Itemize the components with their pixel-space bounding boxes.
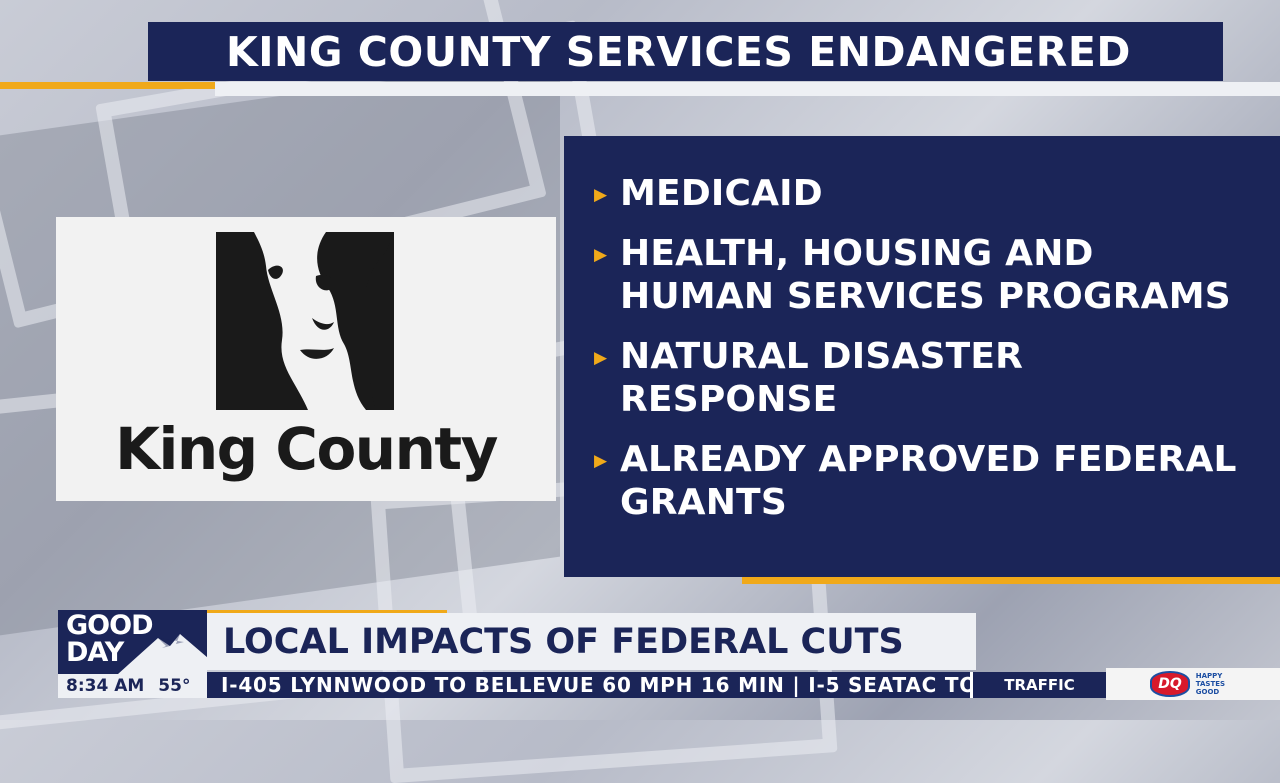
bullet-item-health-housing: ▶ HEALTH, HOUSING AND HUMAN SERVICES PRO… — [594, 232, 1240, 318]
bullet-text: ALREADY APPROVED FEDERAL GRANTS — [620, 439, 1237, 523]
page-title: KING COUNTY SERVICES ENDANGERED — [226, 27, 1131, 76]
bullet-arrow-icon: ▶ — [594, 451, 608, 471]
bullet-arrow-icon: ▶ — [594, 245, 608, 265]
bullet-item-medicaid: ▶ MEDICAID — [594, 172, 1240, 217]
king-county-logo-icon — [216, 232, 394, 410]
good-day-logo-text: GOOD DAY — [66, 610, 153, 668]
dq-logo-icon: DQ — [1150, 671, 1190, 697]
traffic-label-text: TRAFFIC — [1004, 676, 1075, 694]
good-day-logo-line1: GOOD — [66, 610, 153, 641]
bullet-item-disaster-response: ▶ NATURAL DISASTER RESPONSE — [594, 335, 1240, 421]
time-display: 8:34 AM — [66, 676, 145, 696]
panel-accent-gold — [742, 577, 1280, 584]
good-day-logo: GOOD DAY — [58, 610, 207, 674]
good-day-logo-line2: DAY — [66, 637, 124, 668]
time-temp-box: 8:34 AM 55° — [58, 674, 207, 698]
king-county-logo-text: King County — [115, 415, 498, 483]
bullet-text: HEALTH, HOUSING AND HUMAN SERVICES PROGR… — [620, 233, 1231, 317]
headline-text: LOCAL IMPACTS OF FEDERAL CUTS — [223, 621, 904, 662]
traffic-label: TRAFFIC — [970, 672, 1106, 698]
title-bar: KING COUNTY SERVICES ENDANGERED — [148, 22, 1223, 81]
title-accent-white — [215, 82, 1280, 96]
sponsor-tagline: HAPPY TASTES GOOD — [1195, 672, 1226, 696]
bullet-arrow-icon: ▶ — [594, 185, 608, 205]
mountain-icon — [118, 634, 207, 674]
sponsor-logo: DQ HAPPY TASTES GOOD — [1106, 668, 1280, 700]
ticker-text: I-405 LYNNWOOD TO BELLEVUE 60 MPH 16 MIN… — [221, 673, 970, 697]
traffic-ticker: I-405 LYNNWOOD TO BELLEVUE 60 MPH 16 MIN… — [207, 672, 970, 698]
bullet-item-federal-grants: ▶ ALREADY APPROVED FEDERAL GRANTS — [594, 438, 1240, 524]
king-county-logo-panel: King County — [56, 217, 556, 501]
bullet-arrow-icon: ▶ — [594, 348, 608, 368]
bullet-text: NATURAL DISASTER RESPONSE — [620, 336, 1024, 420]
temperature-display: 55° — [158, 676, 191, 696]
bullet-text: MEDICAID — [620, 173, 823, 214]
title-accent-gold — [0, 82, 215, 89]
headline-accent-gold — [207, 610, 447, 614]
headline-bar: LOCAL IMPACTS OF FEDERAL CUTS — [207, 613, 976, 670]
services-list-panel: ▶ MEDICAID ▶ HEALTH, HOUSING AND HUMAN S… — [564, 136, 1280, 577]
